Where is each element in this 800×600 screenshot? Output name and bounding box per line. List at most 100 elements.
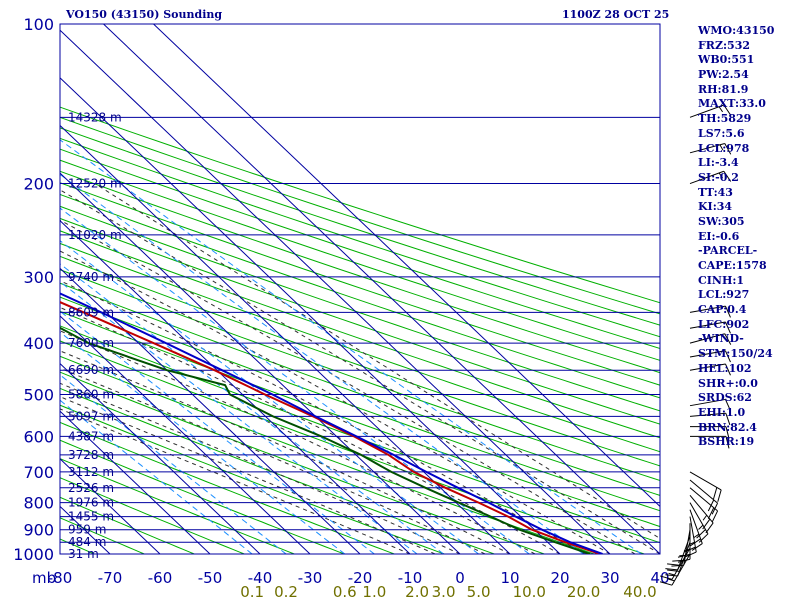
temperature-profile bbox=[60, 301, 601, 554]
wind-barb-flag bbox=[717, 489, 722, 502]
index-item: TT:43 bbox=[698, 185, 733, 199]
pressure-tick-label: 400 bbox=[23, 334, 54, 353]
index-item: WB0:551 bbox=[698, 53, 755, 67]
moist-adiabat bbox=[60, 219, 636, 554]
wind-barb-flag bbox=[724, 399, 731, 411]
wind-barb-flag bbox=[725, 436, 730, 449]
index-item: -PARCEL- bbox=[698, 244, 758, 258]
sounding-timestamp: 1100Z 28 OCT 25 bbox=[562, 8, 670, 21]
index-item: RH:81.9 bbox=[698, 82, 749, 96]
pressure-unit-label: mb bbox=[32, 569, 56, 587]
height-label: 1455 m bbox=[68, 510, 114, 524]
wind-barb-flag bbox=[665, 568, 678, 571]
wind-barb-shaft bbox=[689, 363, 726, 371]
pressure-tick-label: 200 bbox=[23, 175, 54, 194]
index-item: STM:150/24 bbox=[698, 347, 773, 361]
wind-barb-flag bbox=[725, 413, 731, 426]
wind-barb-flag bbox=[667, 569, 680, 572]
mixing-ratio-label: 0.2 bbox=[274, 583, 298, 600]
isotherm bbox=[60, 124, 511, 554]
isotherm bbox=[60, 219, 411, 554]
wind-barb-flag bbox=[667, 563, 680, 566]
index-item: -WIND- bbox=[698, 332, 744, 346]
wind-barb-shaft bbox=[689, 333, 725, 344]
wind-barb-flag bbox=[723, 104, 732, 116]
wind-barb-half-flag bbox=[698, 524, 704, 530]
wind-barb-flag bbox=[725, 426, 730, 439]
wind-barb bbox=[690, 426, 730, 439]
wind-barb-shaft bbox=[689, 305, 726, 313]
mixing-ratio-label: 0.1 bbox=[240, 583, 264, 600]
wind-barb bbox=[689, 350, 731, 363]
index-item: EHI:1.0 bbox=[698, 405, 746, 419]
pressure-tick-label: 600 bbox=[23, 427, 54, 446]
wind-barb-shaft bbox=[689, 487, 718, 512]
isotherm bbox=[60, 77, 561, 554]
isotherm bbox=[103, 24, 660, 554]
wind-barb-shaft bbox=[689, 398, 726, 407]
wind-barb bbox=[659, 547, 691, 580]
wind-barb bbox=[689, 363, 731, 376]
mixing-ratio-line bbox=[60, 281, 418, 554]
pressure-tick-label: 500 bbox=[23, 385, 54, 404]
height-label: 3112 m bbox=[68, 465, 114, 479]
temperature-tick-label: -80 bbox=[48, 569, 73, 587]
pressure-tick-label: 300 bbox=[23, 268, 54, 287]
wind-barb-flag bbox=[724, 305, 731, 318]
temperature-tick-label: 20 bbox=[550, 569, 569, 587]
dry-adiabat bbox=[60, 170, 660, 374]
wind-barb-shaft bbox=[689, 412, 726, 417]
wind-barb-flag bbox=[724, 363, 731, 376]
height-label: 484 m bbox=[68, 535, 106, 549]
wind-barb-shaft bbox=[689, 502, 709, 535]
index-item: SHR+:0.0 bbox=[698, 376, 758, 390]
wind-barb-half-flag bbox=[718, 172, 724, 179]
isobars bbox=[60, 23, 660, 555]
wind-barb-shaft bbox=[689, 104, 724, 118]
isotherm bbox=[60, 172, 461, 554]
wind-barb-flag bbox=[707, 507, 715, 520]
height-label: 5860 m bbox=[68, 387, 114, 401]
wind-barb bbox=[659, 553, 691, 586]
pressure-tick-label: 100 bbox=[23, 15, 54, 34]
wind-barb bbox=[689, 471, 722, 502]
index-item: FRZ:532 bbox=[698, 38, 751, 52]
wind-barb bbox=[689, 321, 731, 334]
temperature-tick-label: 40 bbox=[650, 569, 669, 587]
isotherm bbox=[0, 24, 10, 554]
wind-barb-flag bbox=[690, 538, 701, 547]
dry-adiabat bbox=[60, 421, 395, 554]
plot-border bbox=[59, 23, 661, 555]
wind-barb-flag bbox=[659, 581, 673, 586]
pressure-tick-label: 900 bbox=[23, 521, 54, 540]
mixing-ratio-label: 2.0 bbox=[405, 583, 429, 600]
wind-barb-shaft bbox=[671, 547, 691, 580]
sounding-title: VO150 (43150) Sounding bbox=[66, 8, 223, 21]
isotherm bbox=[60, 315, 311, 554]
pressure-tick-label: 700 bbox=[23, 463, 54, 482]
height-label: 8609 m bbox=[68, 305, 114, 319]
wind-barb-shaft bbox=[677, 535, 691, 571]
temperature-tick-label: -50 bbox=[198, 569, 223, 587]
index-item: EI:-0.6 bbox=[698, 229, 740, 243]
isotherm bbox=[60, 410, 211, 554]
index-item: LS7:5.6 bbox=[698, 126, 745, 140]
wind-barb-shaft bbox=[689, 350, 726, 358]
temperature-tick-label: -40 bbox=[248, 569, 273, 587]
temperature-tick-label: 30 bbox=[600, 569, 619, 587]
wind-barb-shaft bbox=[689, 495, 714, 524]
index-item: HEL:102 bbox=[698, 361, 752, 375]
mixing-ratio-label: 40.0 bbox=[623, 583, 656, 600]
wind-barb-flag bbox=[724, 333, 732, 345]
wind-barb-shaft bbox=[689, 143, 725, 154]
wind-barb-flag bbox=[724, 143, 732, 155]
wind-barb-shaft bbox=[671, 553, 691, 586]
index-item: LFC:902 bbox=[698, 317, 750, 331]
index-item: SRDS:62 bbox=[698, 391, 752, 405]
temperature-tick-label: 10 bbox=[500, 569, 519, 587]
index-item: SI:-0.2 bbox=[698, 170, 739, 184]
wind-barb bbox=[689, 502, 709, 543]
mixing-ratio-line bbox=[60, 263, 444, 554]
height-label: 14328 m bbox=[68, 110, 122, 124]
wind-barb-flag bbox=[684, 551, 697, 558]
